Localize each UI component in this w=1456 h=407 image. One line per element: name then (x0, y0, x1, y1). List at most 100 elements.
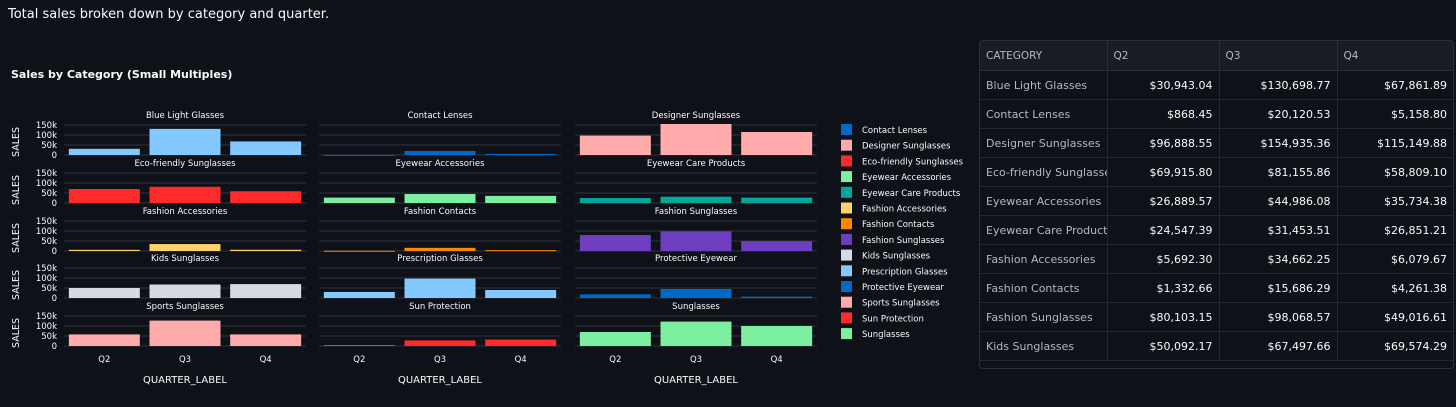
bar-kids-sunglasses-q3 (149, 284, 221, 298)
sales-cell[interactable]: $31,453.51 (1219, 215, 1338, 245)
panel-title-eco-friendly-sunglasses: Eco-friendly Sunglasses (134, 159, 236, 169)
bar-fashion-sunglasses-q3 (660, 231, 732, 251)
table-row[interactable]: Fashion Sunglasses $80,103.15 $98,068.57 $4… (980, 302, 1453, 332)
panel-title-eyewear-care-products: Eyewear Care Products (647, 159, 746, 169)
sales-cell[interactable]: $58,809.10 (1337, 157, 1453, 187)
sales-cell[interactable]: $50,092.17 (1107, 331, 1220, 361)
sales-cell[interactable]: $30,943.04 (1107, 70, 1220, 100)
column-header[interactable]: Q2 (1107, 41, 1220, 71)
legend-swatch (841, 265, 852, 277)
table-row[interactable]: Blue Light Glasses $30,943.04 $130,698.77 $… (980, 70, 1453, 100)
sales-data-table[interactable]: CATEGORY Q2 Q3 Q4 Blue Light Glasses $30,943… (979, 40, 1454, 369)
bar-prescription-glasses-q4 (485, 290, 557, 298)
sales-cell[interactable]: $34,662.25 (1219, 244, 1338, 274)
sales-cell[interactable]: $4,261.38 (1337, 273, 1453, 303)
sales-cell[interactable]: $35,734.38 (1337, 186, 1453, 216)
category-cell[interactable]: Blue Light Glasses (980, 70, 1108, 100)
category-cell[interactable]: Fashion Sunglasses (980, 302, 1108, 332)
chart-title: Sales by Category (Small Multiples) (11, 68, 233, 81)
y-axis-label: SALES (11, 175, 22, 205)
sales-cell[interactable]: $868.45 (1107, 99, 1220, 129)
category-cell[interactable]: Eco-friendly Sunglasses (980, 157, 1108, 187)
sales-cell[interactable]: $130,698.77 (1219, 70, 1338, 100)
bar-blue-light-glasses-q3 (149, 128, 221, 155)
column-header[interactable]: Q3 (1219, 41, 1338, 71)
sales-cell[interactable]: $69,574.29 (1337, 331, 1453, 361)
y-axis-label: SALES (11, 223, 22, 253)
sales-cell[interactable]: $49,016.61 (1337, 302, 1453, 332)
panel-title-designer-sunglasses: Designer Sunglasses (652, 111, 741, 121)
bar-contact-lenses-q4 (485, 153, 557, 155)
sales-cell[interactable]: $67,861.89 (1337, 70, 1453, 100)
sales-cell[interactable]: $154,935.36 (1219, 128, 1338, 158)
bar-contact-lenses-q3 (404, 150, 476, 155)
legend-swatch (841, 139, 852, 151)
category-cell[interactable]: Eyewear Accessories (980, 186, 1108, 216)
table-row[interactable]: Eyewear Accessories $26,889.57 $44,986.08 $… (980, 186, 1453, 216)
sales-cell[interactable]: $1,332.66 (1107, 273, 1220, 303)
y-tick-label: 0 (52, 247, 57, 257)
category-cell[interactable]: Contact Lenses (980, 99, 1108, 129)
table-row[interactable]: Contact Lenses $868.45 $20,120.53 $5,158.80 (980, 99, 1453, 129)
column-header[interactable]: CATEGORY (980, 41, 1108, 71)
bar-kids-sunglasses-q4 (230, 284, 302, 298)
sales-cell[interactable]: $5,158.80 (1337, 99, 1453, 129)
column-header[interactable]: Q4 (1337, 41, 1453, 71)
sales-cell[interactable]: $24,547.39 (1107, 215, 1220, 245)
bar-protective-eyewear-q4 (741, 296, 813, 298)
bar-fashion-accessories-q3 (149, 244, 221, 251)
sales-cell[interactable]: $44,986.08 (1219, 186, 1338, 216)
legend-label: Sun Protection (862, 314, 924, 324)
legend-swatch (841, 218, 852, 230)
category-cell[interactable]: Eyewear Care Products (980, 215, 1108, 245)
legend-swatch (841, 249, 852, 261)
bar-sunglasses-q3 (660, 321, 732, 346)
table-row[interactable]: Designer Sunglasses $96,888.55 $154,935.36… (980, 128, 1453, 158)
bar-eyewear-accessories-q3 (404, 194, 476, 203)
x-tick-label: Q2 (609, 355, 621, 365)
sales-cell[interactable]: $26,851.21 (1337, 215, 1453, 245)
category-cell[interactable]: Kids Sunglasses (980, 331, 1108, 361)
table-row[interactable]: Eyewear Care Products $24,547.39 $31,453.5… (980, 215, 1453, 245)
bar-eyewear-care-products-q2 (579, 198, 651, 203)
sales-cell[interactable]: $98,068.57 (1219, 302, 1338, 332)
x-axis-label: QUARTER_LABEL (143, 375, 227, 386)
sales-cell[interactable]: $96,888.55 (1107, 128, 1220, 158)
table-row[interactable]: Fashion Accessories $5,692.30 $34,662.25 $6… (980, 244, 1453, 274)
x-tick-label: Q2 (98, 355, 110, 365)
bar-prescription-glasses-q2 (323, 292, 395, 298)
y-tick-label: 0 (52, 342, 57, 352)
sales-cell[interactable]: $81,155.86 (1219, 157, 1338, 187)
y-tick-label: 100k (36, 227, 57, 237)
panel-title-protective-eyewear: Protective Eyewear (655, 254, 737, 264)
legend-label: Fashion Accessories (862, 205, 947, 215)
table-row[interactable]: Eco-friendly Sunglasses $69,915.80 $81,155… (980, 157, 1453, 187)
bar-fashion-contacts-q2 (323, 250, 395, 252)
table-row[interactable]: Kids Sunglasses $50,092.17 $67,497.66 $69,5… (980, 331, 1453, 361)
y-tick-label: 100k (36, 322, 57, 332)
legend-label: Designer Sunglasses (862, 142, 951, 152)
sales-cell[interactable]: $26,889.57 (1107, 186, 1220, 216)
sales-cell[interactable]: $67,497.66 (1219, 331, 1338, 361)
legend-label: Sports Sunglasses (862, 299, 940, 309)
sales-cell[interactable]: $15,686.29 (1219, 273, 1338, 303)
sales-cell[interactable]: $69,915.80 (1107, 157, 1220, 187)
table-row[interactable]: Fashion Contacts $1,332.66 $15,686.29 $4,26… (980, 273, 1453, 303)
y-tick-label: 50k (41, 141, 57, 151)
sales-cell[interactable]: $20,120.53 (1219, 99, 1338, 129)
sales-cell[interactable]: $115,149.88 (1337, 128, 1453, 158)
y-tick-label: 0 (52, 199, 57, 209)
bar-eco-friendly-sunglasses-q2 (68, 189, 140, 203)
y-tick-label: 150k (36, 217, 57, 227)
bar-sports-sunglasses-q4 (230, 334, 302, 346)
sales-cell[interactable]: $80,103.15 (1107, 302, 1220, 332)
bar-fashion-sunglasses-q4 (741, 241, 813, 251)
sales-cell[interactable]: $6,079.67 (1337, 244, 1453, 274)
y-tick-label: 150k (36, 264, 57, 274)
bar-sports-sunglasses-q3 (149, 320, 221, 346)
sales-cell[interactable]: $5,692.30 (1107, 244, 1220, 274)
category-cell[interactable]: Fashion Contacts (980, 273, 1108, 303)
category-cell[interactable]: Designer Sunglasses (980, 128, 1108, 158)
y-tick-label: 100k (36, 131, 57, 141)
category-cell[interactable]: Fashion Accessories (980, 244, 1108, 274)
